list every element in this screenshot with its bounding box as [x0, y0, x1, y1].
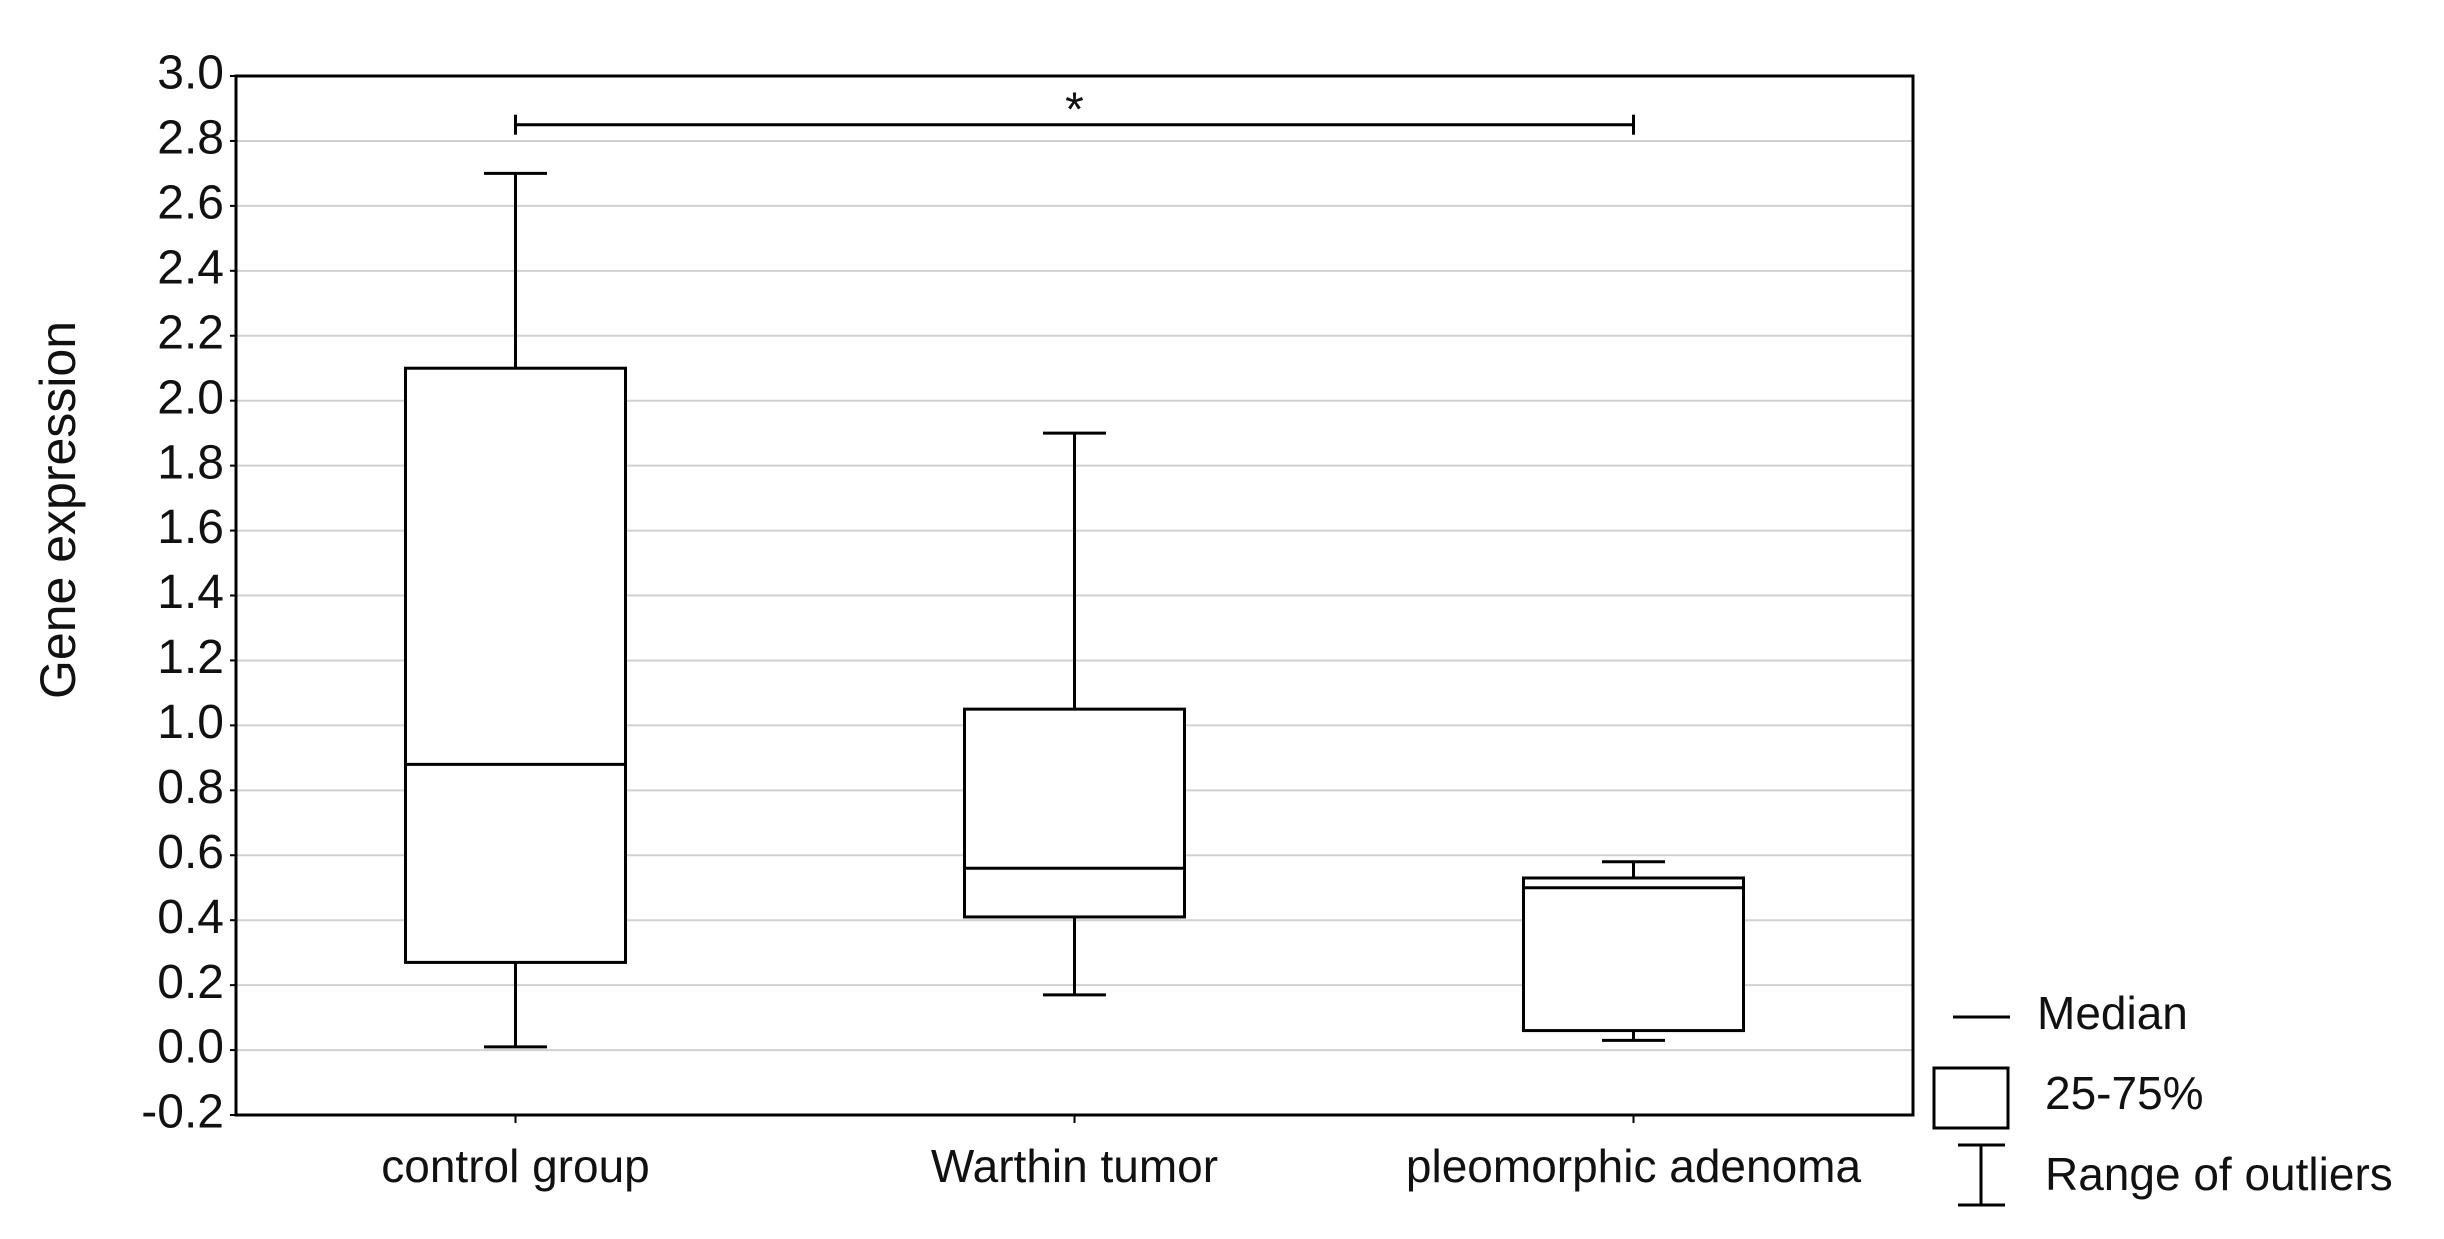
y-tick-label: 2.4: [157, 241, 224, 294]
y-tick-label: 3.0: [157, 47, 224, 100]
y-tick-label: 2.8: [157, 112, 224, 165]
y-tick-label: 0.0: [157, 1021, 224, 1074]
y-tick-label: 1.0: [157, 696, 224, 749]
legend-box-icon: [1932, 1066, 2010, 1130]
box: [404, 366, 627, 964]
x-tick-label: pleomorphic adenoma: [1406, 1140, 1862, 1192]
x-tick-label: control group: [381, 1140, 650, 1192]
y-tick-label: 0.4: [157, 891, 224, 944]
y-tick-label: 2.0: [157, 371, 224, 424]
y-tick-label: 2.6: [157, 177, 224, 230]
y-tick-label: 0.2: [157, 956, 224, 1009]
y-tick-label: 1.2: [157, 631, 224, 684]
y-tick-label: 1.6: [157, 501, 224, 554]
y-tick-label: 1.8: [157, 436, 224, 489]
significance-label: *: [1065, 83, 1084, 136]
legend-label: Range of outliers: [2045, 1148, 2393, 1200]
y-tick-label: -0.2: [141, 1086, 224, 1139]
y-axis-label: Gene expression: [30, 321, 86, 699]
box: [963, 707, 1186, 919]
y-tick-label: 0.6: [157, 826, 224, 879]
legend-label: 25-75%: [2045, 1067, 2204, 1119]
legend-label: Median: [2037, 987, 2188, 1039]
legend-whisker-icon: [1958, 1143, 2005, 1207]
box: [1522, 876, 1745, 1033]
y-tick-label: 0.8: [157, 761, 224, 814]
y-tick-label: 1.4: [157, 566, 224, 619]
y-tick-label: 2.2: [157, 306, 224, 359]
x-tick-label: Warthin tumor: [931, 1140, 1218, 1192]
